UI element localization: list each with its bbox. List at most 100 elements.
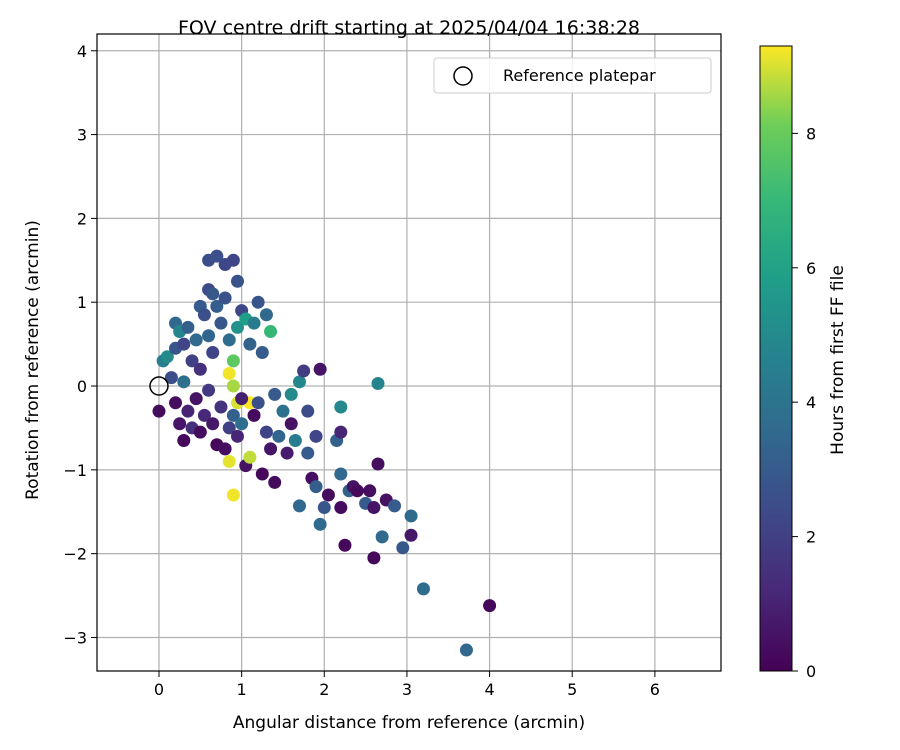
data-point	[367, 551, 381, 565]
data-point	[280, 446, 294, 460]
data-point	[483, 599, 497, 613]
x-axis-label: Angular distance from reference (arcmin)	[233, 713, 585, 733]
data-point	[264, 325, 278, 339]
data-point	[404, 528, 418, 542]
data-point	[272, 429, 286, 443]
data-point	[313, 517, 327, 531]
colorbar-tick-label: 2	[806, 528, 816, 547]
data-point	[363, 484, 377, 498]
data-point	[247, 316, 261, 330]
data-point	[297, 364, 311, 378]
data-point	[268, 475, 282, 489]
x-tick-label: 3	[402, 680, 412, 699]
data-point	[197, 308, 211, 322]
data-points	[152, 249, 497, 657]
data-point	[231, 320, 245, 334]
data-point	[169, 396, 183, 410]
data-point	[334, 467, 348, 481]
data-point	[164, 371, 178, 385]
data-point	[177, 375, 191, 389]
data-point	[301, 404, 315, 418]
y-tick-label: 2	[77, 209, 87, 228]
data-point	[459, 643, 473, 657]
data-point	[235, 417, 249, 431]
grid-lines	[97, 34, 721, 671]
data-point	[251, 396, 265, 410]
data-point	[264, 442, 278, 456]
y-tick-label: 3	[77, 126, 87, 145]
data-point	[259, 308, 273, 322]
y-tick-label: 4	[77, 42, 87, 61]
reference-marker	[149, 376, 169, 396]
data-point	[288, 434, 302, 448]
data-point	[152, 404, 166, 418]
data-point	[231, 429, 245, 443]
data-point	[206, 417, 220, 431]
data-point	[334, 425, 348, 439]
legend-label: Reference platepar	[503, 66, 656, 85]
data-point	[255, 346, 269, 359]
data-point	[321, 488, 335, 502]
data-point	[396, 541, 410, 555]
data-point	[189, 333, 203, 347]
data-point	[338, 538, 352, 552]
colorbar-label: Hours from first FF file	[828, 265, 848, 455]
data-point	[313, 362, 327, 376]
data-point	[222, 366, 236, 380]
data-point	[259, 425, 273, 439]
y-axis-label: Rotation from reference (arcmin)	[23, 220, 43, 500]
x-tick-label: 4	[484, 680, 494, 699]
data-point	[197, 408, 211, 422]
data-point	[309, 429, 323, 443]
x-tick-label: 6	[650, 680, 660, 699]
data-point	[210, 249, 224, 263]
data-point	[284, 387, 298, 401]
data-point	[226, 253, 240, 267]
colorbar-ticks: 0 2 4 6 8	[792, 124, 816, 681]
data-point	[226, 408, 240, 422]
data-point	[235, 392, 249, 406]
data-point	[222, 333, 236, 347]
x-tick-label: 2	[319, 680, 329, 699]
data-point	[243, 450, 257, 464]
data-point	[371, 457, 385, 471]
data-point	[371, 377, 385, 391]
x-tick-label: 0	[154, 680, 164, 699]
data-point	[309, 480, 323, 494]
plot-frame	[96, 33, 722, 672]
data-point	[214, 400, 228, 414]
legend: Reference platepar	[433, 57, 712, 94]
data-point	[218, 442, 232, 456]
data-point	[251, 295, 265, 309]
colorbar-tick-label: 4	[806, 393, 816, 412]
legend-box	[433, 57, 712, 94]
data-point	[334, 400, 348, 414]
data-point	[226, 354, 240, 368]
data-point	[160, 350, 174, 364]
data-point	[317, 501, 331, 515]
y-tick-label: −3	[63, 628, 87, 647]
data-point	[193, 362, 207, 376]
y-tick-label: −2	[63, 545, 87, 564]
data-point	[292, 499, 306, 513]
data-point	[202, 329, 216, 343]
legend-marker-icon	[453, 66, 473, 86]
data-point	[292, 375, 306, 389]
data-point	[226, 488, 240, 502]
data-point	[268, 387, 282, 401]
data-point	[334, 501, 348, 515]
data-point	[202, 383, 216, 397]
data-point	[185, 354, 199, 368]
data-point	[375, 530, 389, 544]
data-point	[218, 291, 232, 305]
data-point	[255, 467, 269, 481]
reference-platepar-point	[149, 376, 169, 396]
data-point	[301, 446, 315, 460]
data-point	[222, 421, 236, 435]
data-point	[388, 499, 402, 513]
data-point	[243, 337, 257, 351]
data-point	[276, 404, 290, 418]
data-point	[222, 454, 236, 468]
data-point	[226, 379, 240, 393]
x-tick-label: 5	[567, 680, 577, 699]
